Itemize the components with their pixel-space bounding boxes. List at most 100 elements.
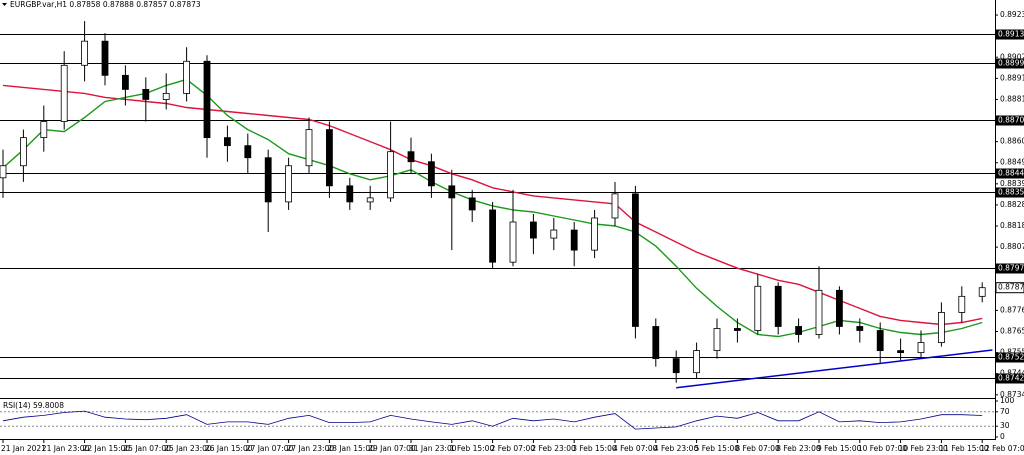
x-tick-label: 11 Feb 15:00: [939, 444, 988, 453]
candle-body: [836, 289, 843, 327]
candle-body: [325, 129, 333, 187]
rsi-tick-label: 100: [1000, 396, 1015, 405]
level-label: 0.87423: [998, 374, 1024, 383]
candle-body: [693, 350, 700, 374]
level-label: 0.87528: [998, 353, 1024, 362]
x-tick-label: 21 Jan 23:00: [42, 444, 90, 453]
candle-body: [672, 358, 680, 374]
candle-body: [774, 285, 782, 327]
level-label-box: [996, 168, 1024, 179]
candle-body: [530, 221, 537, 239]
x-tick-label: 3 Feb 15:00: [572, 444, 617, 453]
candle-body: [550, 229, 558, 239]
y-tick-label: 0.87445: [1000, 369, 1024, 378]
candle-body: [815, 289, 823, 335]
candle-body: [285, 165, 293, 203]
candle-body: [652, 326, 660, 360]
candle-body: [570, 229, 578, 251]
candle-body: [122, 74, 129, 90]
rsi-tick-label: 70: [1000, 407, 1010, 416]
candle-body: [223, 137, 231, 147]
candle-body: [978, 287, 986, 297]
last-price-box: [995, 282, 1024, 294]
level-label-box: [996, 115, 1024, 126]
level-label: 0.88992: [998, 59, 1024, 68]
candle-body: [244, 145, 252, 159]
level-label: 0.88706: [998, 116, 1024, 125]
candle-body: [203, 60, 211, 139]
x-tick-label: 31 Jan 23:00: [409, 444, 457, 453]
candle-body: [795, 326, 802, 335]
candle-body: [591, 217, 598, 251]
x-tick-label: 8 Feb 07:00: [735, 444, 780, 453]
x-tick-label: 21 Jan 2021: [1, 444, 46, 453]
candle-body: [0, 165, 7, 179]
x-tick-label: 2 Feb 23:00: [531, 444, 576, 453]
x-tick-label: 8 Feb 23:00: [776, 444, 821, 453]
candle-body: [81, 40, 88, 66]
level-label-box: [996, 373, 1024, 384]
x-tick-label: 4 Feb 23:00: [654, 444, 699, 453]
x-tick-label: 1 Feb 15:00: [450, 444, 495, 453]
y-tick-label: 0.88915: [1000, 73, 1024, 82]
rsi-title: RSI(14) 59.8008: [3, 401, 64, 410]
rsi-tick-label: 30: [1000, 421, 1010, 430]
rsi-line: [2, 410, 983, 430]
x-tick-label: 28 Jan 15:00: [327, 444, 375, 453]
trendline: [676, 349, 993, 389]
candle-body: [713, 328, 721, 351]
x-tick-label: 2 Feb 07:00: [491, 444, 536, 453]
x-tick-label: 9 Feb 15:00: [817, 444, 862, 453]
candle-body: [509, 221, 517, 263]
plot-area: [0, 21, 995, 389]
x-tick-label: 4 Feb 07:00: [613, 444, 658, 453]
title-arrow: [2, 3, 7, 6]
level-label-box: [996, 29, 1024, 40]
candle-body: [632, 193, 639, 327]
x-tick-label: 10 Feb 07:00: [858, 444, 907, 453]
level-label-box: [996, 58, 1024, 69]
candle-body: [407, 151, 415, 163]
chart-title: EURGBP.var,H1 0.87858 0.87888 0.87857 0.…: [10, 0, 201, 9]
candle-body: [264, 157, 272, 203]
level-label: 0.88446: [998, 169, 1024, 178]
candle-body: [468, 197, 476, 211]
x-tick-label: 29 Jan 07:00: [368, 444, 416, 453]
candle-body: [101, 40, 109, 76]
candle-body: [40, 121, 48, 139]
y-tick-label: 0.87655: [1000, 326, 1024, 335]
x-tick-label: 22 Jan 15:00: [83, 444, 131, 453]
candle-body: [19, 137, 27, 167]
level-label-box: [996, 352, 1024, 363]
y-tick-label: 0.88285: [1000, 200, 1024, 209]
candle-body: [489, 209, 497, 263]
candle-body: [346, 185, 354, 203]
candle-body: [856, 326, 864, 331]
candle-body: [305, 129, 313, 167]
y-tick-label: 0.88495: [1000, 158, 1024, 167]
candle-body: [734, 328, 741, 331]
candle-body: [162, 93, 170, 100]
level-label-box: [996, 263, 1024, 274]
y-tick-label: 0.88075: [1000, 242, 1024, 251]
candle-body: [938, 312, 945, 343]
x-tick-label: 5 Feb 15:00: [695, 444, 740, 453]
candle-body: [917, 342, 925, 353]
candle-body: [958, 295, 966, 313]
x-tick-label: 10 Feb 23:00: [899, 444, 948, 453]
x-tick-label: 27 Jan 23:00: [287, 444, 335, 453]
candle-body: [876, 330, 884, 351]
candle-body: [387, 151, 395, 199]
level-label: 0.89138: [998, 30, 1024, 39]
